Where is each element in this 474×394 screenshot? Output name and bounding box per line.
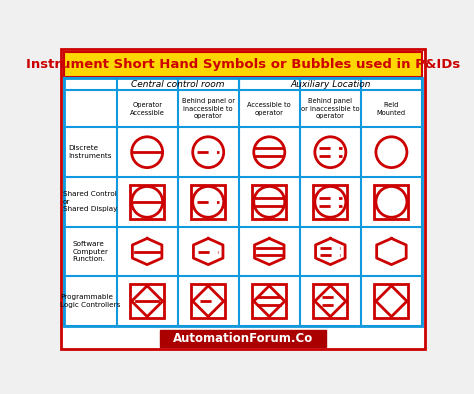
Text: Instrument Short Hand Symbols or Bubbles used in P&IDs: Instrument Short Hand Symbols or Bubbles… (26, 58, 460, 71)
Bar (374, 185, 409, 219)
Bar (252, 284, 286, 318)
Bar (130, 284, 164, 318)
Bar (313, 185, 347, 219)
Text: Auxiliary Location: Auxiliary Location (290, 80, 371, 89)
Text: Behind panel
or inaccessible to
operator: Behind panel or inaccessible to operator (301, 98, 360, 119)
Bar (130, 185, 164, 219)
FancyBboxPatch shape (61, 49, 425, 349)
Text: Accessible to
operator: Accessible to operator (247, 102, 291, 115)
Bar (191, 284, 225, 318)
Bar (313, 284, 347, 318)
Text: AutomationForum.Co: AutomationForum.Co (173, 332, 313, 345)
FancyBboxPatch shape (160, 330, 326, 347)
Text: Software
Computer
Function.: Software Computer Function. (72, 241, 108, 262)
Text: Field
Mounted: Field Mounted (377, 102, 406, 115)
Text: Behind panel or
inaccessible to
operator: Behind panel or inaccessible to operator (182, 98, 235, 119)
Bar (374, 284, 409, 318)
Bar (191, 185, 225, 219)
Text: Programmable
Logic Controllers: Programmable Logic Controllers (60, 294, 120, 308)
FancyBboxPatch shape (64, 78, 422, 326)
Text: Discrete
Instruments: Discrete Instruments (69, 145, 112, 159)
Bar (252, 185, 286, 219)
Text: Operator
Accessible: Operator Accessible (130, 102, 164, 115)
Text: Central control room: Central control room (131, 80, 224, 89)
Text: Shared Control
or
Shared Display: Shared Control or Shared Display (63, 191, 118, 212)
FancyBboxPatch shape (64, 52, 422, 76)
